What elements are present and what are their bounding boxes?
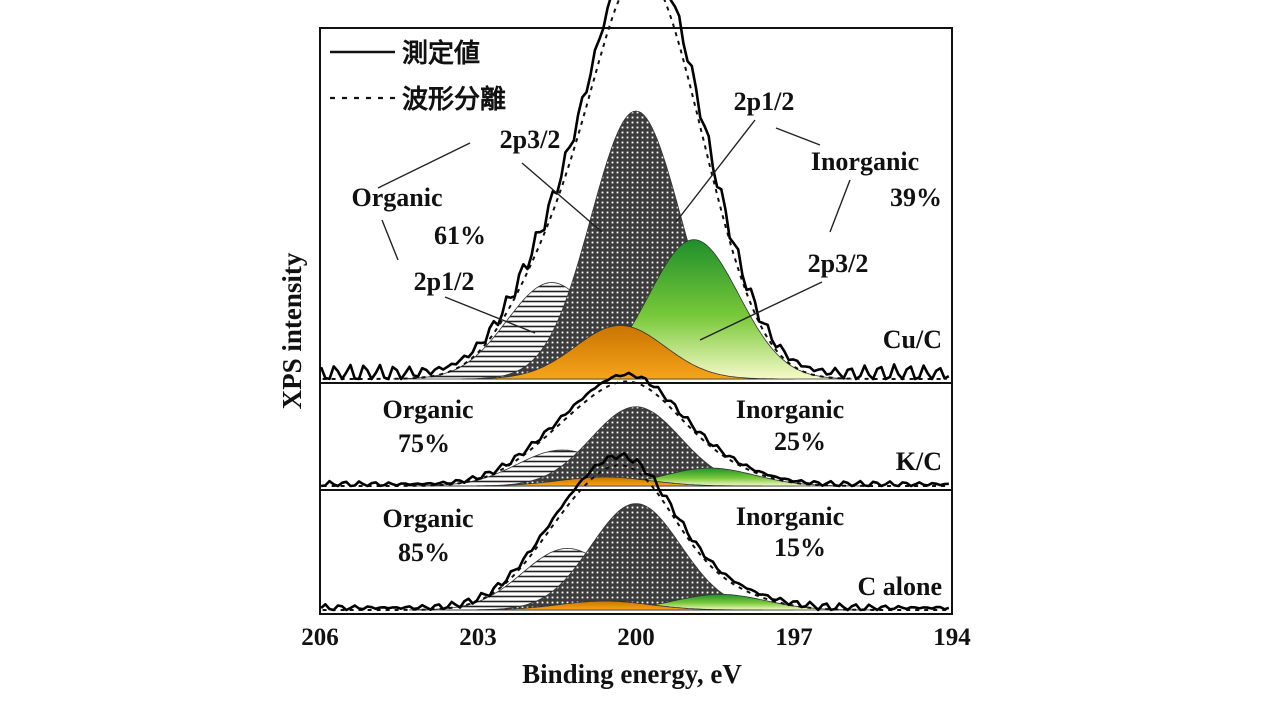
legend: 測定値 波形分離 bbox=[330, 38, 506, 114]
panel-1-annotations: Organic 61% 2p3/2 2p1/2 2p1/2 2p3/2 Inor… bbox=[352, 87, 943, 354]
panels-group bbox=[319, 0, 953, 615]
p3-inorganic-label: Inorganic bbox=[736, 502, 844, 531]
measured-spectrum-line bbox=[320, 451, 950, 612]
p1-inorganic-label: Inorganic bbox=[811, 147, 919, 176]
p1-label-org-2p3: 2p3/2 bbox=[500, 125, 561, 154]
p3-organic-label: Organic bbox=[383, 504, 474, 533]
legend-measured-label: 測定値 bbox=[402, 38, 480, 68]
component-inorganic-2p1-2 bbox=[446, 476, 763, 487]
p2-inorganic-pct: 25% bbox=[774, 427, 826, 456]
p2-organic-pct: 75% bbox=[398, 429, 450, 458]
y-axis-label: XPS intensity bbox=[277, 252, 307, 409]
x-tick-label: 203 bbox=[459, 624, 497, 651]
p3-organic-pct: 85% bbox=[398, 538, 450, 567]
component-inorganic-2p1-2 bbox=[461, 324, 779, 380]
x-tick-label: 200 bbox=[617, 624, 655, 651]
p1-label-inorg-2p1: 2p1/2 bbox=[734, 87, 795, 116]
panel-3 bbox=[319, 451, 953, 615]
x-axis-label: Binding energy, eV bbox=[522, 659, 742, 689]
panel-3-annotations: Organic 85% Inorganic 15% C alone bbox=[383, 502, 943, 601]
p1-sample-label: Cu/C bbox=[883, 325, 942, 354]
x-tick-label: 197 bbox=[775, 624, 813, 651]
measured-spectrum-line bbox=[320, 371, 949, 488]
p1-organic-pct: 61% bbox=[434, 221, 486, 250]
fitted-envelope-line bbox=[322, 464, 947, 611]
x-tick-label: 194 bbox=[933, 624, 971, 651]
p1-leader-lines bbox=[377, 119, 851, 341]
legend-fitted-label: 波形分離 bbox=[402, 84, 506, 114]
p1-label-inorg-2p3: 2p3/2 bbox=[808, 249, 869, 278]
p3-inorganic-pct: 15% bbox=[774, 533, 826, 562]
p1-inorganic-pct: 39% bbox=[890, 183, 942, 212]
x-axis-ticks: 206 203 200 197 194 bbox=[301, 624, 971, 651]
p3-sample-label: C alone bbox=[858, 572, 943, 601]
panel-2-annotations: Organic 75% Inorganic 25% K/C bbox=[383, 395, 943, 476]
measured-spectrum-line bbox=[319, 0, 950, 381]
p2-sample-label: K/C bbox=[896, 447, 942, 476]
p2-inorganic-label: Inorganic bbox=[736, 395, 844, 424]
panel-2 bbox=[319, 371, 953, 491]
fitted-envelope-line bbox=[322, 380, 947, 487]
x-tick-label: 206 bbox=[301, 624, 339, 651]
p1-label-org-2p1: 2p1/2 bbox=[414, 267, 475, 296]
component-inorganic-2p1-2 bbox=[446, 600, 763, 611]
panel-3-frame bbox=[319, 489, 953, 615]
p1-organic-label: Organic bbox=[352, 183, 443, 212]
p2-organic-label: Organic bbox=[383, 395, 474, 424]
